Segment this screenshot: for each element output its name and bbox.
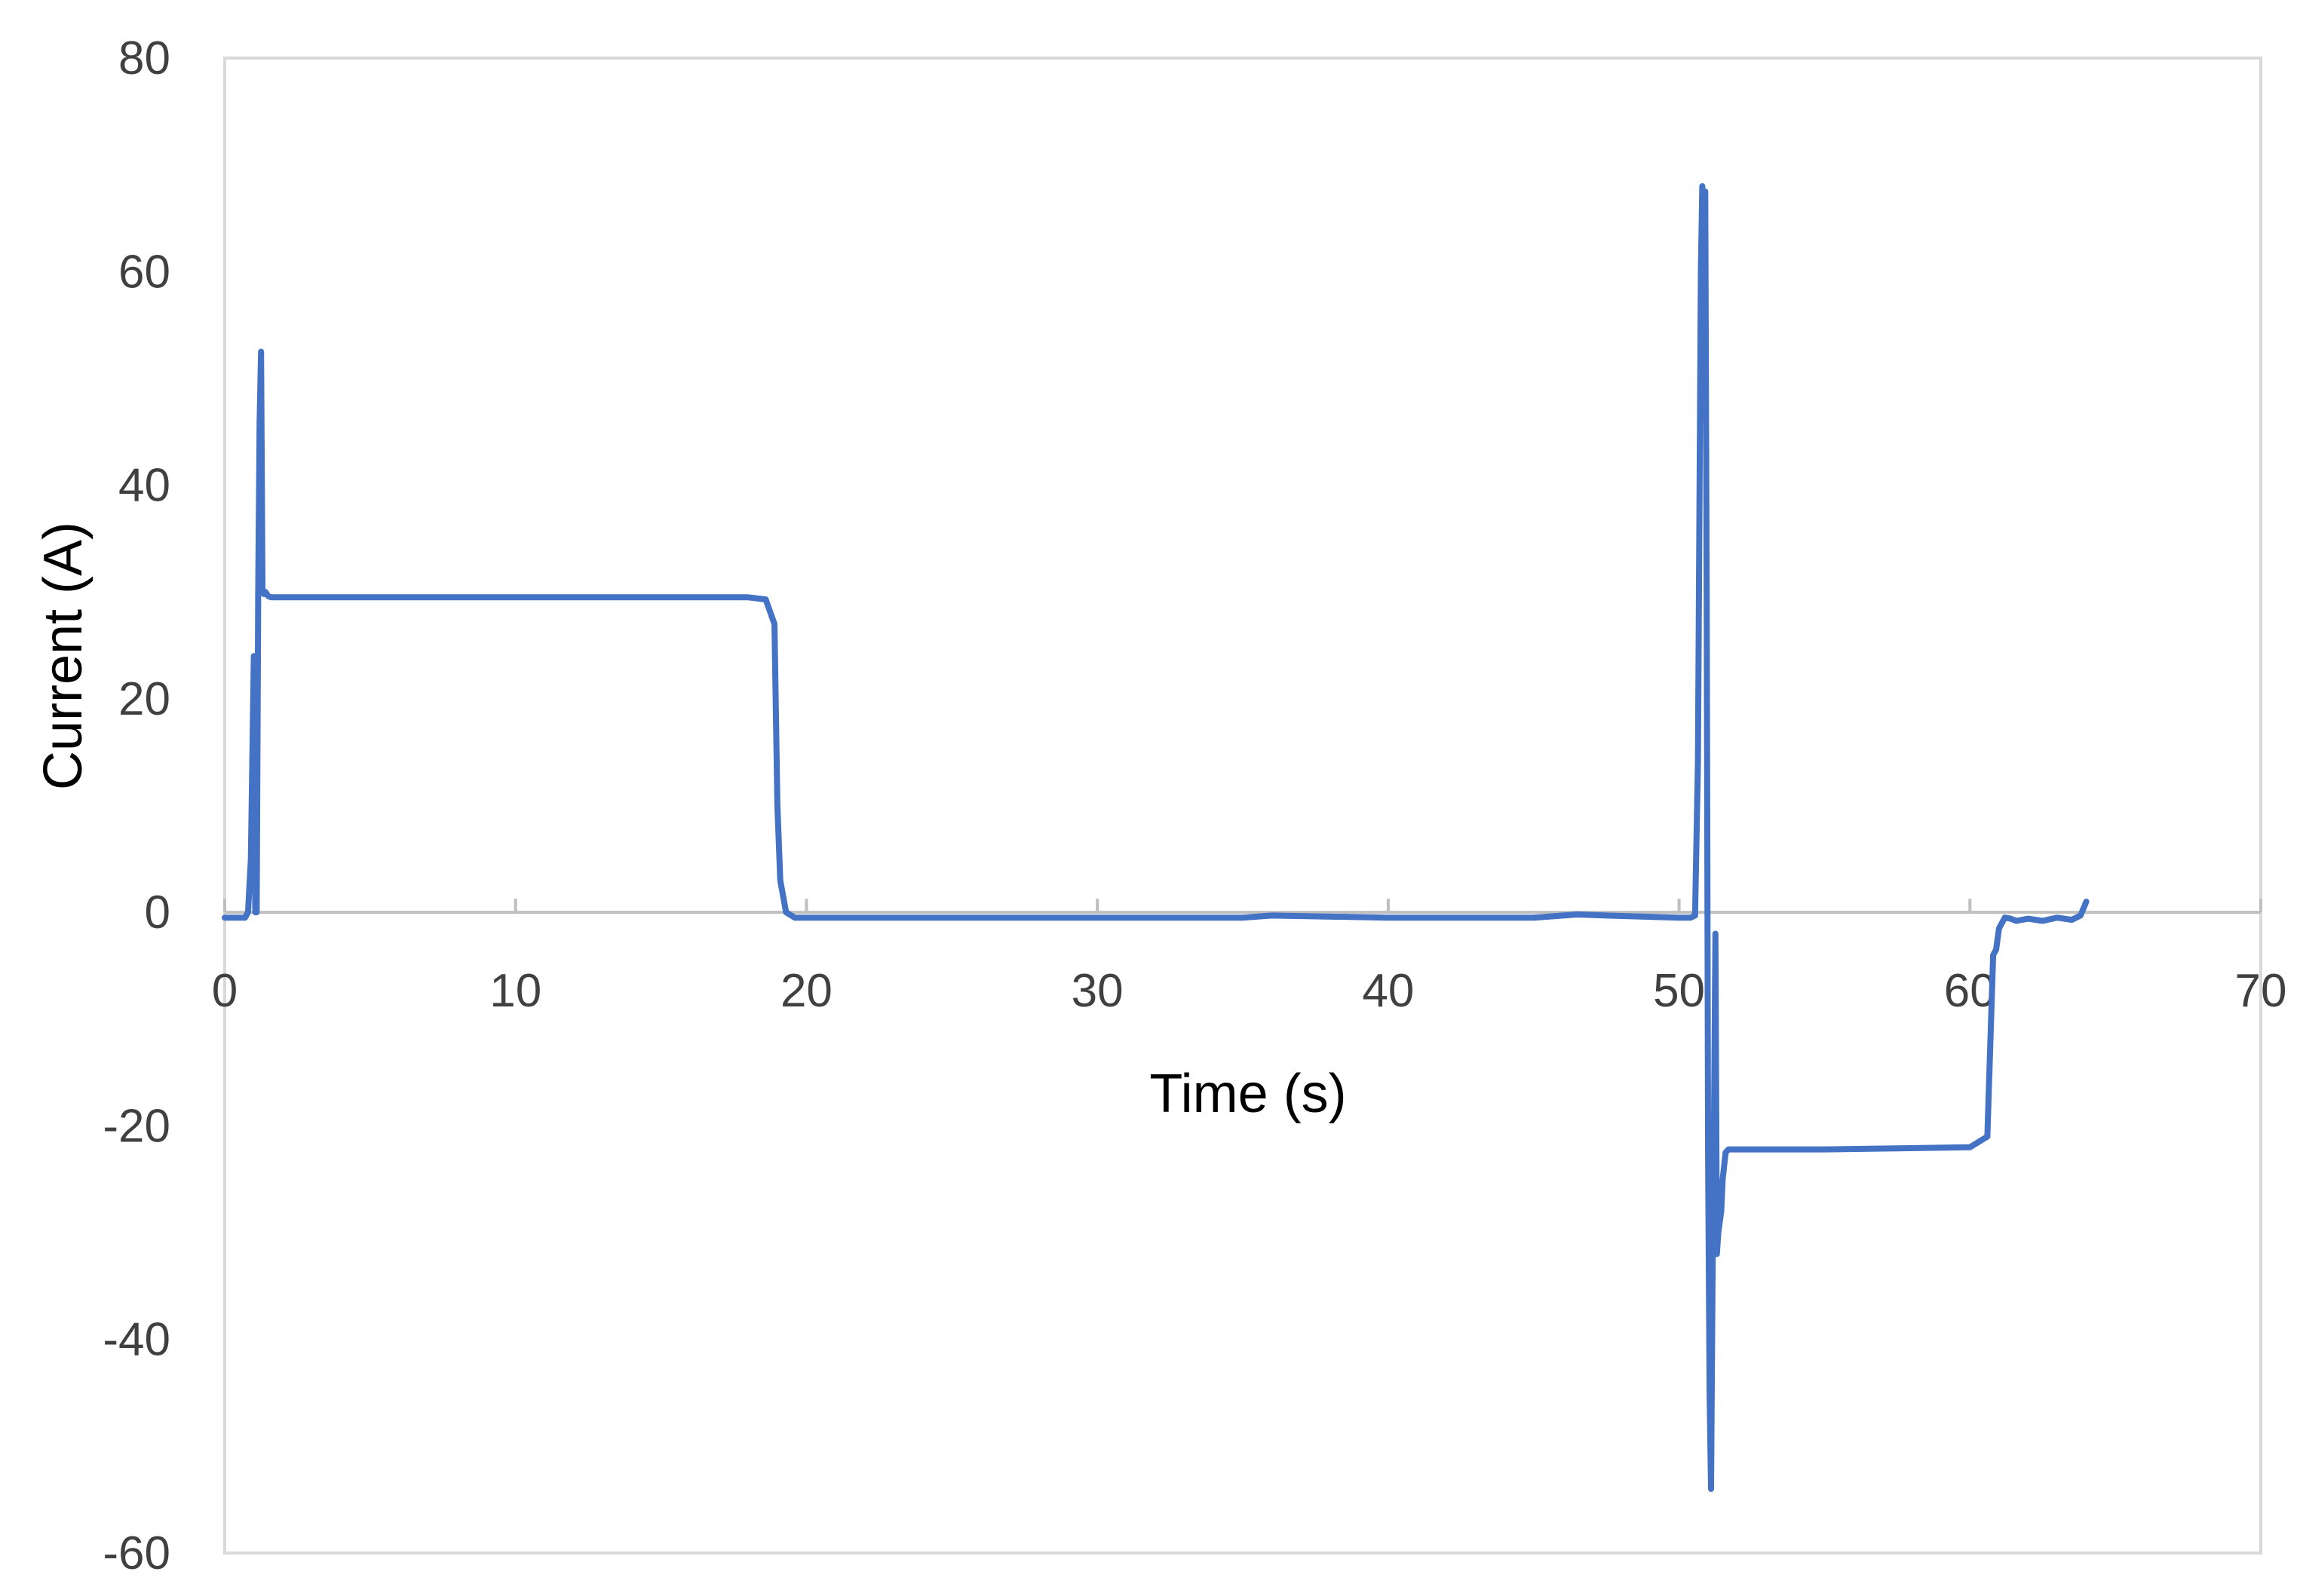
- x-tick-label: 30: [1072, 965, 1124, 1017]
- x-tick-label: 0: [212, 965, 238, 1017]
- x-axis-title: Time (s): [1149, 1064, 1346, 1124]
- x-tick-label: 20: [780, 965, 833, 1017]
- x-tick-label: 60: [1944, 965, 1996, 1017]
- current-series-line: [222, 183, 2090, 1492]
- y-tick-labels: -60 -40 -20 0 20 40 60 80: [103, 32, 170, 1579]
- x-axis: [223, 899, 2262, 914]
- y-tick-label: -20: [103, 1100, 170, 1152]
- y-tick-label: -60: [103, 1527, 170, 1579]
- y-tick-label: 0: [145, 887, 170, 939]
- y-tick-label: -40: [103, 1314, 170, 1366]
- x-tick-labels: 0 10 20 30 40 50 60 70: [212, 965, 2287, 1017]
- x-tick-label: 70: [2235, 965, 2287, 1017]
- y-axis-title: Current (A): [33, 522, 94, 790]
- plot-frame: [223, 57, 2262, 1555]
- x-tick-label: 40: [1362, 965, 1414, 1017]
- y-tick-label: 80: [118, 32, 170, 84]
- y-tick-label: 60: [118, 246, 170, 298]
- x-tick-label: 50: [1653, 965, 1705, 1017]
- x-tick-label: 10: [489, 965, 541, 1017]
- y-tick-label: 20: [118, 673, 170, 725]
- y-tick-label: 40: [118, 460, 170, 512]
